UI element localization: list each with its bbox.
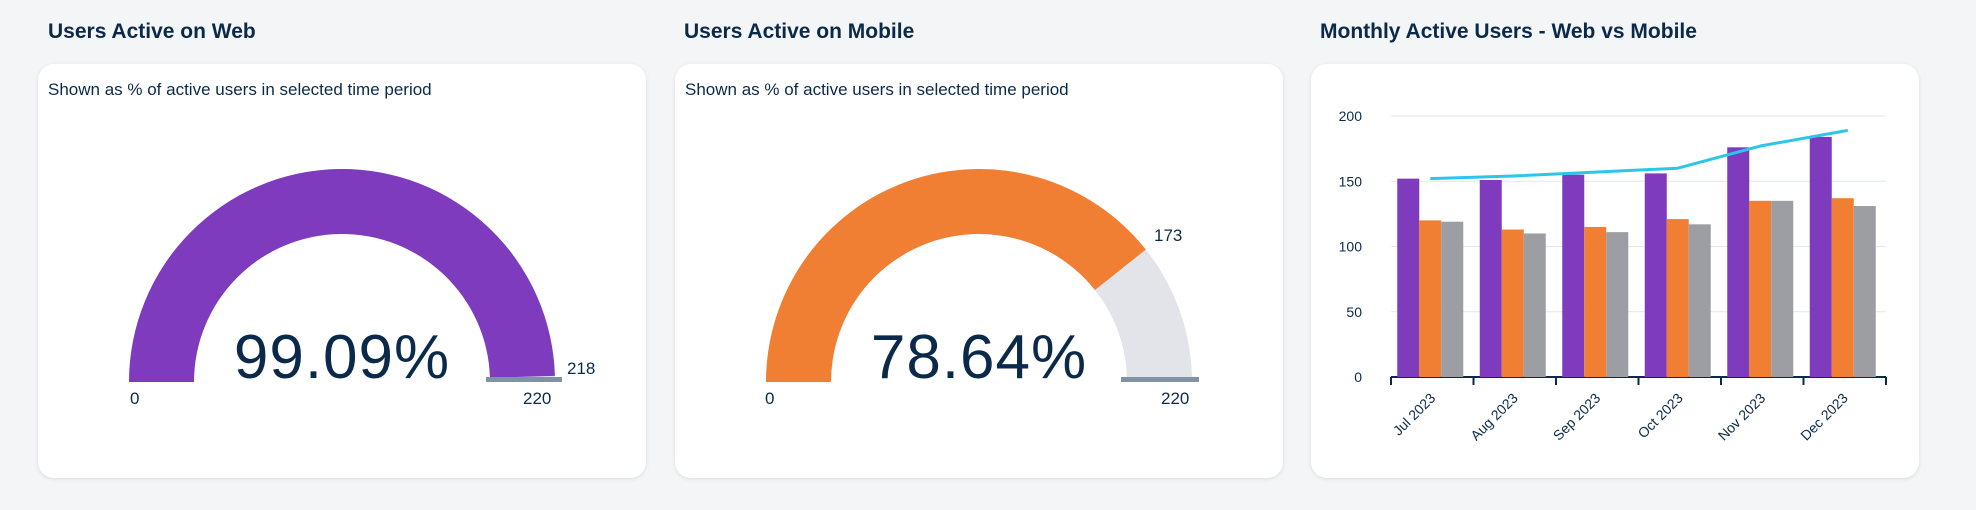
bar xyxy=(1666,219,1689,377)
bar xyxy=(1771,200,1794,377)
bar xyxy=(1441,221,1464,377)
x-tick-label: Jul 2023 xyxy=(1390,390,1439,439)
bar xyxy=(1644,173,1667,377)
web-gauge-percent: 99.09% xyxy=(233,323,451,392)
bar xyxy=(1584,226,1607,377)
bar xyxy=(1479,179,1502,377)
mobile-gauge-value-arc xyxy=(766,168,1146,382)
bar xyxy=(1501,229,1524,377)
bar xyxy=(1397,178,1420,377)
web-gauge xyxy=(129,168,562,382)
bar xyxy=(1749,200,1772,377)
web-panel-title: Users Active on Web xyxy=(48,20,256,43)
web-gauge-max-label: 220 xyxy=(523,389,552,408)
web-gauge-value-label: 218 xyxy=(567,359,596,378)
bar xyxy=(1853,206,1876,377)
web-gauge-baseline-marker xyxy=(486,377,562,382)
bar xyxy=(1523,233,1546,377)
mobile-gauge-baseline-marker xyxy=(1121,377,1199,382)
bar xyxy=(1419,220,1442,377)
web-gauge-subtitle: Shown as % of active users in selected t… xyxy=(48,80,432,99)
series-line xyxy=(1430,128,1849,181)
mobile-gauge-percent: 78.64% xyxy=(870,323,1088,392)
bar xyxy=(1809,136,1832,377)
x-tick-label: Nov 2023 xyxy=(1715,390,1769,444)
x-tick-label: Dec 2023 xyxy=(1797,390,1851,444)
y-tick-label: 200 xyxy=(1339,108,1363,124)
monthly-active-users-chart: 0 50 100 150 200 Jul 2023 Aug 2023 Sep 2023 Oct … xyxy=(1339,108,1887,444)
bar xyxy=(1688,224,1711,377)
bar xyxy=(1727,147,1750,377)
mobile-gauge-card: Shown as % of active users in selected t… xyxy=(675,64,1283,478)
x-tick-label: Aug 2023 xyxy=(1467,390,1521,444)
mobile-gauge-subtitle: Shown as % of active users in selected t… xyxy=(685,80,1069,99)
bar xyxy=(1831,198,1854,377)
web-gauge-min-label: 0 xyxy=(130,389,140,408)
y-tick-label: 0 xyxy=(1354,369,1362,385)
y-tick-label: 100 xyxy=(1339,239,1363,255)
mobile-gauge-max-label: 220 xyxy=(1161,389,1190,408)
mobile-gauge xyxy=(766,168,1199,382)
web-gauge-value-arc xyxy=(129,168,555,382)
monthly-panel-title: Monthly Active Users - Web vs Mobile xyxy=(1320,20,1697,43)
mobile-gauge-min-label: 0 xyxy=(765,389,775,408)
web-gauge-card: Shown as % of active users in selected t… xyxy=(38,64,646,478)
monthly-chart-card: 0 50 100 150 200 Jul 2023 Aug 2023 Sep 2023 Oct … xyxy=(1311,64,1919,478)
y-tick-label: 150 xyxy=(1339,173,1363,189)
y-tick-label: 50 xyxy=(1346,304,1362,320)
bar xyxy=(1606,232,1629,377)
bar xyxy=(1562,174,1585,377)
x-tick-label: Oct 2023 xyxy=(1634,390,1686,442)
x-tick-label: Sep 2023 xyxy=(1550,390,1604,444)
mobile-panel-title: Users Active on Mobile xyxy=(684,20,915,43)
mobile-gauge-value-label: 173 xyxy=(1154,226,1183,245)
